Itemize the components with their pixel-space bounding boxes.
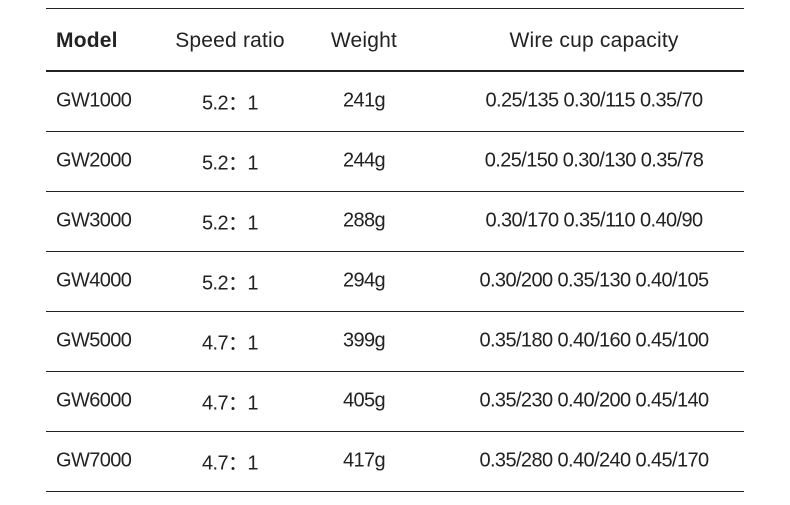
- table-cell: 5.2：1: [202, 92, 259, 115]
- table-cell: 5.2：1: [202, 272, 259, 295]
- row-rule: [46, 191, 744, 192]
- table-cell: 4.7：1: [202, 332, 259, 355]
- table-cell: 0.30/200 0.35/130 0.40/105: [479, 269, 709, 292]
- row-rule: [46, 431, 744, 432]
- table-cell: GW1000: [56, 89, 132, 112]
- table-cell: 5.2：1: [202, 152, 259, 175]
- table-cell: GW7000: [56, 449, 132, 472]
- table-cell: 0.35/230 0.40/200 0.45/140: [479, 389, 709, 412]
- table-cell: 294g: [342, 269, 386, 292]
- table-cell: GW5000: [56, 329, 132, 352]
- table-cell: GW6000: [56, 389, 132, 412]
- row-rule: [46, 251, 744, 252]
- table-cell: 0.25/150 0.30/130 0.35/78: [484, 149, 704, 172]
- table-cell: 0.35/280 0.40/240 0.45/170: [479, 449, 709, 472]
- table-cell: 0.35/180 0.40/160 0.45/100: [479, 329, 709, 352]
- row-rule: [46, 371, 744, 372]
- table-cell: 405g: [342, 389, 386, 412]
- header-rule: [46, 70, 744, 72]
- row-rule: [46, 491, 744, 492]
- table-cell: 417g: [342, 449, 386, 472]
- top-rule: [46, 8, 744, 9]
- row-rule: [46, 131, 744, 132]
- table-cell: GW3000: [56, 209, 132, 232]
- column-header: Model: [56, 29, 118, 52]
- column-header: Weight: [330, 29, 398, 52]
- table-cell: 4.7：1: [202, 392, 259, 415]
- row-rule: [46, 311, 744, 312]
- table-cell: 0.25/135 0.30/115 0.35/70: [485, 89, 703, 112]
- table-cell: 288g: [342, 209, 386, 232]
- table-cell: 0.30/170 0.35/110 0.40/90: [485, 209, 703, 232]
- table-cell: 241g: [342, 89, 386, 112]
- column-header: Wire cup capacity: [509, 29, 679, 52]
- table-cell: 4.7：1: [202, 452, 259, 475]
- table-cell: GW4000: [56, 269, 132, 292]
- table-cell: GW2000: [56, 149, 132, 172]
- column-header: Speed ratio: [175, 29, 285, 52]
- table-cell: 5.2：1: [202, 212, 259, 235]
- table-cell: 399g: [342, 329, 386, 352]
- table-cell: 244g: [342, 149, 386, 172]
